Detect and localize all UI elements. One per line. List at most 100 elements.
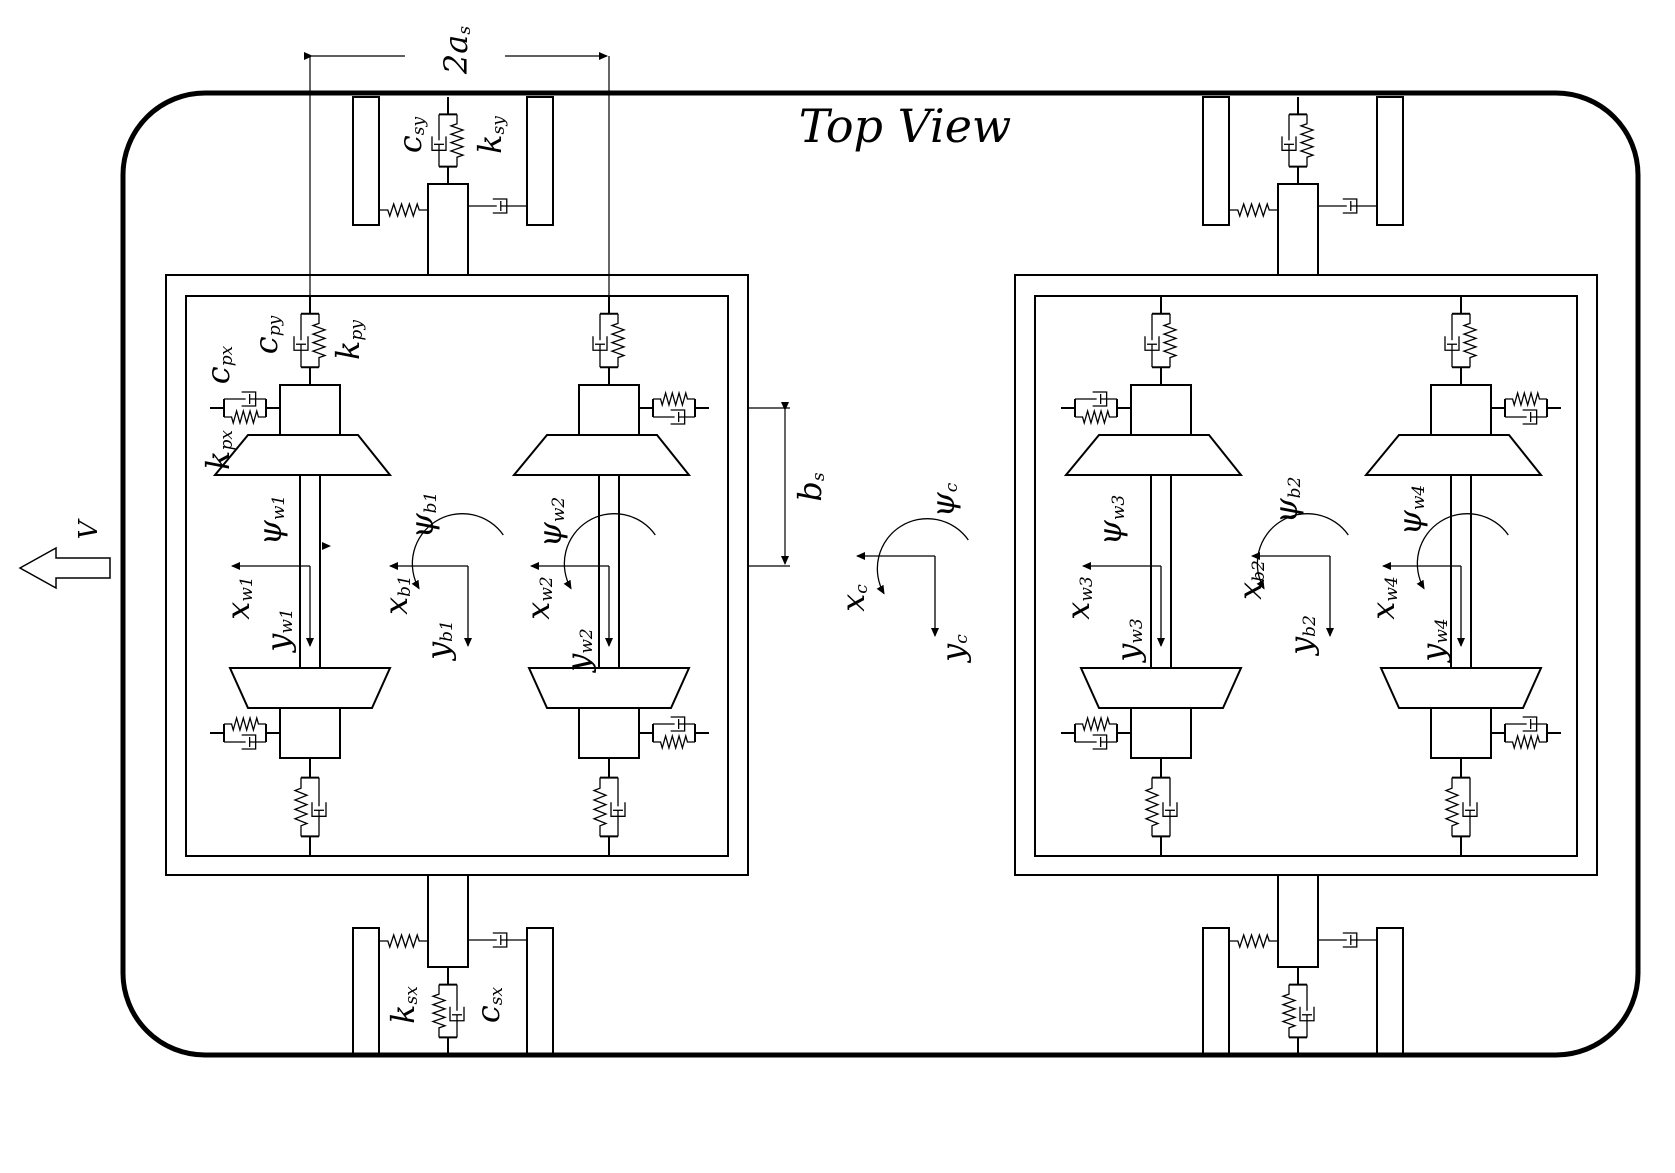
label-cpx: cpx bbox=[199, 345, 237, 384]
label-cpy-sub: py bbox=[265, 315, 285, 336]
primary-x-bottom-w1-spring bbox=[224, 715, 266, 733]
label-x-w4: xw4 bbox=[1364, 576, 1402, 619]
primary-y-top-w1-spring bbox=[311, 313, 327, 368]
axle-w3 bbox=[1150, 474, 1172, 669]
label-psi-w3: ψw3 bbox=[1091, 495, 1129, 545]
label-csx: csx bbox=[469, 986, 507, 1023]
wheel-top-w3 bbox=[1063, 434, 1244, 476]
secondary-y-front-top-damper bbox=[431, 114, 447, 167]
label-x-w1-sub: w1 bbox=[237, 576, 257, 601]
label-x-w2: xw2 bbox=[519, 576, 557, 619]
label-psi-c-sub: c bbox=[942, 482, 962, 492]
bogie-frame-outer-2 bbox=[1014, 274, 1598, 876]
bolster-rear-top bbox=[1277, 183, 1319, 276]
label-bs-main: b bbox=[791, 481, 829, 501]
secondary-y-rear-bottom-damper bbox=[1299, 984, 1315, 1038]
primary-x-bottom-w2-spring bbox=[653, 733, 695, 751]
primary-y-bottom-w3-spring bbox=[1144, 777, 1160, 837]
primary-x-bottom-w4-spring bbox=[1505, 733, 1547, 751]
label-psi-w2-sub: w2 bbox=[549, 497, 569, 522]
label-x-c-main: x bbox=[834, 594, 872, 612]
label-x-b2-main: x bbox=[1231, 582, 1269, 600]
label-cpy: cpy bbox=[247, 315, 285, 354]
secondary-x-spring-rear-bottom bbox=[1229, 932, 1278, 950]
label-x-w3: xw3 bbox=[1059, 576, 1097, 619]
label-x-b1-sub: b1 bbox=[395, 575, 415, 597]
primary-y-bottom-w4-damper bbox=[1462, 777, 1478, 837]
primary-x-bottom-w4-damper bbox=[1505, 716, 1547, 732]
bogie-frame-outer-1 bbox=[165, 274, 749, 876]
label-y-c-main: y bbox=[934, 643, 972, 664]
secondary-x-damper-rear-top bbox=[1318, 198, 1377, 214]
label-y-w4-main: y bbox=[1414, 643, 1452, 664]
axle-box-top-w2 bbox=[578, 384, 640, 436]
label-psi-c-main: ψ bbox=[924, 491, 962, 517]
label-ksx: ksx bbox=[384, 986, 422, 1024]
primary-x-top-w1-spring bbox=[224, 408, 266, 426]
primary-x-bottom-w3-spring bbox=[1075, 715, 1117, 733]
label-ksy: ksy bbox=[471, 116, 509, 154]
label-psi-w1: ψw1 bbox=[251, 495, 289, 545]
label-cpy-main: c bbox=[247, 336, 285, 354]
label-psi-w3-sub: w3 bbox=[1109, 495, 1129, 520]
secondary-x-spring-rear-top bbox=[1229, 201, 1278, 219]
bogie-frame-inner-2 bbox=[1034, 295, 1578, 857]
rot-psi-b1 bbox=[411, 513, 504, 590]
bracket-left-front-bottom bbox=[352, 927, 380, 1056]
axle-box-bottom-w4 bbox=[1430, 707, 1492, 759]
bracket-right-front-top bbox=[526, 96, 554, 226]
label-csy-sub: sy bbox=[409, 116, 429, 135]
primary-y-top-w3-spring bbox=[1162, 313, 1178, 368]
wheel-bottom-w4 bbox=[1379, 667, 1543, 709]
wheel-top-w4 bbox=[1363, 434, 1544, 476]
primary-x-top-w4-spring bbox=[1505, 390, 1547, 408]
label-psi-b1-main: ψ bbox=[403, 512, 441, 538]
label-y-b2: yb2 bbox=[1282, 615, 1320, 657]
label-y-w3-main: y bbox=[1109, 643, 1147, 664]
label-bs-sub: s bbox=[809, 472, 829, 481]
label-csy: csy bbox=[391, 116, 429, 153]
axle-box-bottom-w1 bbox=[279, 707, 341, 759]
bolster-front-top bbox=[427, 183, 469, 276]
bracket-right-front-bottom bbox=[526, 927, 554, 1056]
secondary-y-front-top-spring bbox=[449, 114, 465, 167]
bracket-left-rear-top bbox=[1202, 96, 1230, 226]
bogie-frame-inner-1 bbox=[185, 295, 729, 857]
primary-y-bottom-w1-spring bbox=[293, 777, 309, 837]
secondary-x-damper-front-top bbox=[468, 198, 527, 214]
label-kpx-sub: px bbox=[217, 430, 237, 451]
primary-x-top-w2-damper bbox=[653, 409, 695, 425]
bolster-front-bottom bbox=[427, 874, 469, 968]
secondary-y-rear-top-spring bbox=[1299, 114, 1315, 167]
label-x-c: xc bbox=[834, 584, 872, 612]
speed-label: V bbox=[74, 518, 104, 539]
label-psi-b1-sub: b1 bbox=[421, 492, 441, 514]
axle-box-top-w1 bbox=[279, 384, 341, 436]
diagram-title: Top View bbox=[799, 99, 1012, 153]
rot-psi-c bbox=[876, 518, 969, 595]
label-psi-w1-main: ψ bbox=[251, 519, 289, 545]
label-psi-w1-sub: w1 bbox=[269, 495, 289, 520]
secondary-x-damper-front-bottom bbox=[468, 932, 527, 948]
primary-y-bottom-w2-damper bbox=[610, 777, 626, 837]
label-y-b1-sub: b1 bbox=[437, 620, 457, 642]
axle-w1 bbox=[299, 474, 321, 669]
label-psi-b2: ψb2 bbox=[1267, 477, 1305, 524]
label-psi-c: ψc bbox=[924, 482, 962, 517]
secondary-y-front-bottom-spring bbox=[431, 984, 447, 1038]
label-psi-w4: ψw4 bbox=[1391, 485, 1429, 535]
label-x-w1: xw1 bbox=[219, 576, 257, 619]
primary-x-bottom-w3-damper bbox=[1075, 734, 1117, 750]
secondary-x-damper-rear-bottom bbox=[1318, 932, 1377, 948]
label-x-c-sub: c bbox=[852, 584, 872, 594]
primary-y-top-w3-damper bbox=[1144, 313, 1160, 368]
axle-box-bottom-w3 bbox=[1130, 707, 1192, 759]
label-bs: bs bbox=[791, 472, 829, 501]
speed-arrow bbox=[18, 546, 111, 590]
primary-x-top-w4-damper bbox=[1505, 409, 1547, 425]
wheel-top-w2 bbox=[511, 434, 692, 476]
secondary-y-rear-bottom-spring bbox=[1281, 984, 1297, 1038]
label-psi-w2: ψw2 bbox=[531, 497, 569, 547]
primary-y-top-w2-spring bbox=[610, 313, 626, 368]
